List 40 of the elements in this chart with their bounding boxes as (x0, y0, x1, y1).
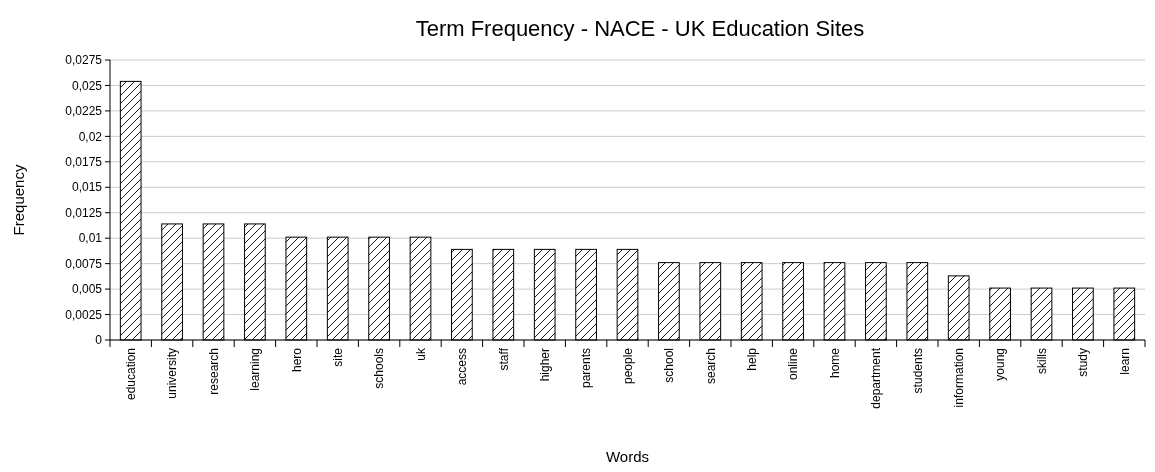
x-tick-label: learning (248, 348, 263, 391)
x-tick-label: research (206, 348, 221, 395)
x-tick-label: search (703, 348, 718, 385)
y-tick-label: 0,0125 (65, 205, 103, 220)
x-tick-label: home (827, 347, 842, 379)
y-tick-label: 0,01 (78, 231, 103, 246)
x-tick-label: school (662, 348, 677, 383)
x-tick-label: higher (537, 348, 552, 382)
x-tick-label: help (744, 347, 759, 371)
x-tick-label: department (869, 347, 884, 409)
x-tick-label: skills (1034, 348, 1049, 374)
x-tick-label: study (1076, 348, 1091, 377)
x-tick-label: university (165, 348, 180, 399)
x-tick-label: hero (289, 347, 304, 373)
x-tick-label: young (993, 348, 1008, 381)
y-tick-label: 0,0175 (65, 155, 103, 170)
y-tick-label: 0,02 (78, 129, 103, 144)
x-tick-label: students (910, 348, 925, 394)
x-tick-label: site (330, 347, 345, 367)
x-tick-label: information (951, 348, 966, 408)
x-tick-label: education (123, 348, 138, 401)
y-tick-label: 0,025 (71, 78, 103, 93)
y-tick-label: 0,0275 (65, 53, 103, 68)
x-tick-label: online (786, 347, 801, 381)
y-tick-label: 0 (95, 333, 103, 348)
x-tick-label: parents (579, 348, 594, 389)
x-tick-label: staff (496, 347, 511, 371)
y-tick-label: 0,005 (71, 282, 103, 297)
y-axis-title: Frequency (10, 164, 27, 236)
x-tick-label: access (455, 348, 470, 386)
x-tick-label: people (620, 347, 635, 385)
x-tick-label: learn (1117, 348, 1132, 375)
y-tick-label: 0,0025 (65, 307, 103, 322)
x-axis-title: Words (605, 448, 650, 465)
y-tick-label: 0,015 (71, 180, 103, 195)
chart-title: Term Frequency - NACE - UK Education Sites (415, 16, 865, 41)
x-tick-label: schools (372, 348, 387, 389)
y-tick-label: 0,0075 (65, 256, 103, 271)
x-tick-label: uk (413, 347, 428, 361)
y-tick-label: 0,0225 (65, 104, 103, 119)
